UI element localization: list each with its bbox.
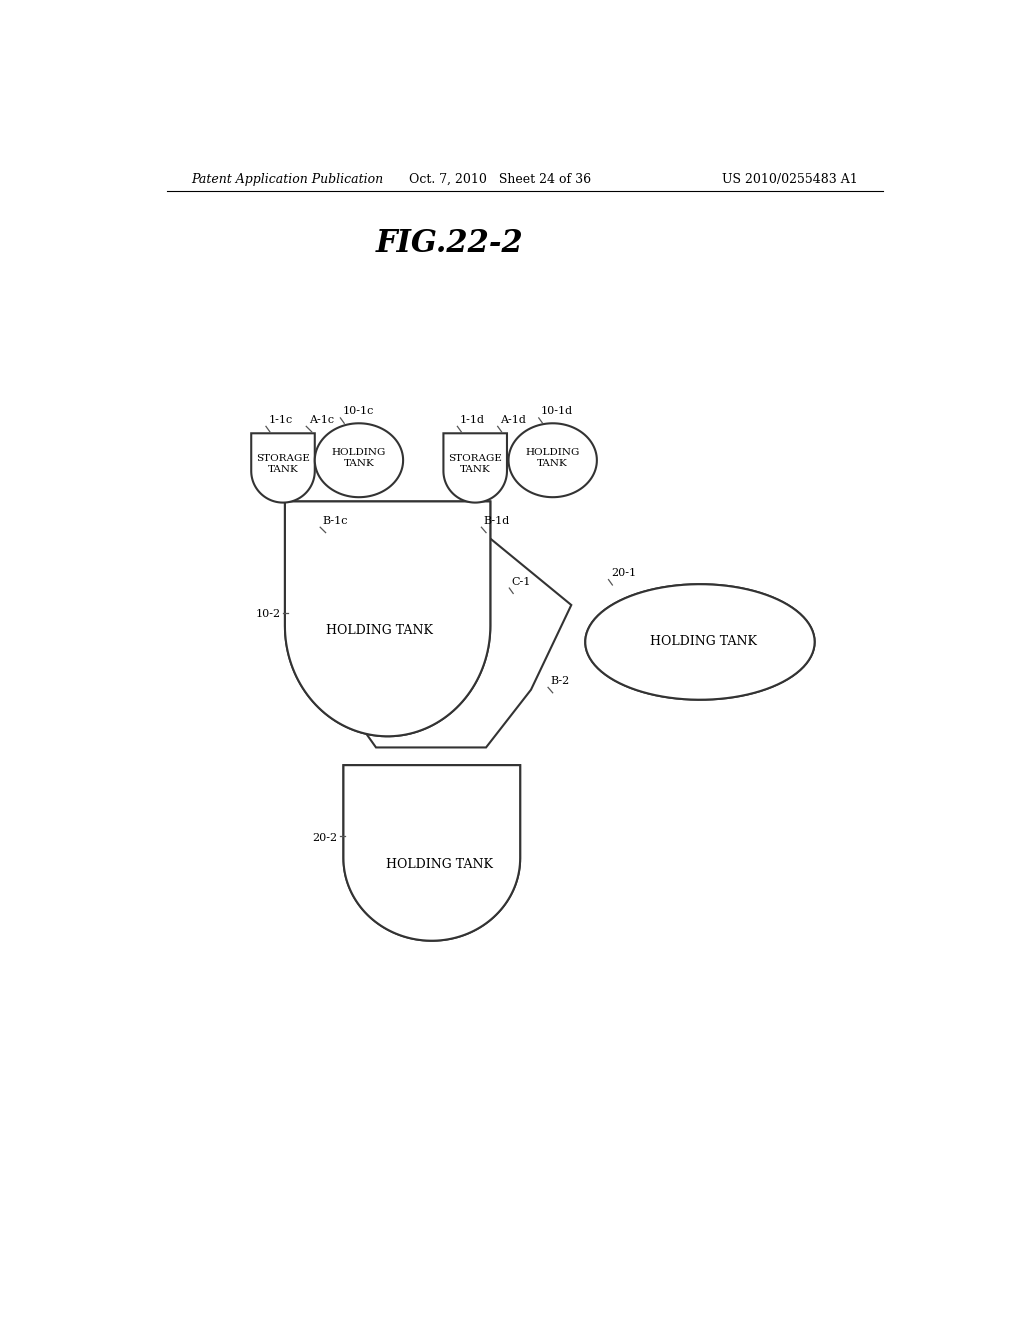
- Text: HOLDING
TANK: HOLDING TANK: [525, 449, 580, 467]
- Text: HOLDING TANK: HOLDING TANK: [327, 624, 433, 638]
- Polygon shape: [285, 502, 490, 737]
- Text: 20-2: 20-2: [312, 833, 337, 842]
- Text: Oct. 7, 2010   Sheet 24 of 36: Oct. 7, 2010 Sheet 24 of 36: [409, 173, 591, 186]
- Polygon shape: [314, 424, 403, 498]
- Text: HOLDING TANK: HOLDING TANK: [386, 858, 493, 871]
- Text: B-2: B-2: [550, 676, 569, 686]
- Text: C-1: C-1: [512, 577, 531, 586]
- Text: 10-1d: 10-1d: [541, 407, 573, 416]
- Polygon shape: [285, 502, 490, 737]
- Polygon shape: [443, 433, 507, 503]
- Text: A-1c: A-1c: [308, 414, 334, 425]
- Text: FIG.22-2: FIG.22-2: [376, 227, 523, 259]
- Text: 10-1c: 10-1c: [343, 407, 374, 416]
- Text: B-1c: B-1c: [323, 516, 348, 525]
- Polygon shape: [509, 424, 597, 498]
- Text: B-1d: B-1d: [483, 516, 510, 525]
- Text: 20-1: 20-1: [611, 568, 636, 578]
- Text: 10-2: 10-2: [256, 610, 281, 619]
- Polygon shape: [251, 433, 314, 503]
- Text: STORAGE
TANK: STORAGE TANK: [449, 454, 502, 474]
- Polygon shape: [343, 766, 520, 941]
- Polygon shape: [586, 585, 815, 700]
- Polygon shape: [586, 585, 815, 700]
- Text: Patent Application Publication: Patent Application Publication: [191, 173, 384, 186]
- Text: HOLDING
TANK: HOLDING TANK: [332, 449, 386, 467]
- Text: A-1d: A-1d: [500, 414, 526, 425]
- Text: US 2010/0255483 A1: US 2010/0255483 A1: [722, 173, 858, 186]
- Text: 1-1d: 1-1d: [460, 414, 484, 425]
- Polygon shape: [343, 766, 520, 941]
- Text: STORAGE
TANK: STORAGE TANK: [256, 454, 310, 474]
- Polygon shape: [324, 536, 571, 747]
- Text: HOLDING TANK: HOLDING TANK: [650, 635, 758, 648]
- Text: 1-1c: 1-1c: [268, 414, 293, 425]
